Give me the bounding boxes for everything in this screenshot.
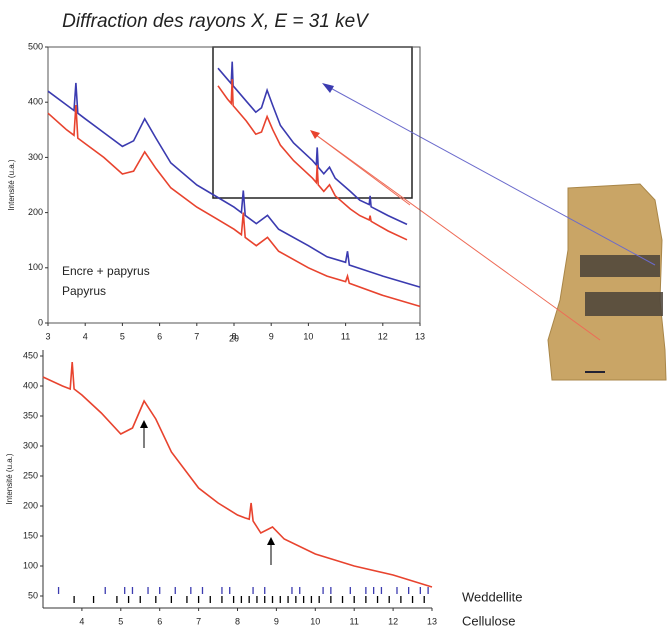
y-tick-label: 200 <box>23 500 38 510</box>
x-axis-label: 2θ <box>229 333 239 343</box>
x-tick-label: 9 <box>269 331 274 341</box>
x-tick-label: 6 <box>157 331 162 341</box>
x-tick-label: 4 <box>83 331 88 341</box>
y-tick-label: 50 <box>28 590 38 600</box>
x-tick-label: 4 <box>79 616 84 626</box>
legend-label: Papyrus <box>62 284 106 298</box>
arrow-head <box>267 537 275 545</box>
y-tick-label: 300 <box>23 440 38 450</box>
x-tick-label: 13 <box>415 331 425 341</box>
x-tick-label: 8 <box>231 331 236 341</box>
y-tick-label: 400 <box>28 97 43 107</box>
x-tick-label: 10 <box>310 616 320 626</box>
y-tick-label: 350 <box>23 410 38 420</box>
x-tick-label: 6 <box>157 616 162 626</box>
x-tick-label: 9 <box>274 616 279 626</box>
y-tick-label: 450 <box>23 350 38 360</box>
x-tick-label: 3 <box>45 331 50 341</box>
x-tick-label: 5 <box>118 616 123 626</box>
x-tick-label: 11 <box>350 616 359 626</box>
series-line <box>47 104 421 308</box>
x-tick-label: 7 <box>194 331 199 341</box>
inset-frame <box>212 46 413 199</box>
y-tick-label: 500 <box>28 41 43 51</box>
reference-label: Weddellite <box>462 589 522 604</box>
x-tick-label: 10 <box>303 331 313 341</box>
x-tick-label: 12 <box>388 616 398 626</box>
x-tick-label: 11 <box>341 331 350 341</box>
y-tick-label: 300 <box>28 152 43 162</box>
papyrus-image <box>547 183 667 381</box>
arrow-head <box>140 420 148 428</box>
y-tick-label: 100 <box>23 560 38 570</box>
y-tick-label: 250 <box>23 470 38 480</box>
inset-line <box>217 61 408 226</box>
pointer-arrow <box>311 131 411 206</box>
pointer-arrow <box>311 131 601 341</box>
y-tick-label: 0 <box>38 317 43 327</box>
x-tick-label: 7 <box>196 616 201 626</box>
legend-label: Encre + papyrus <box>62 264 150 278</box>
series-line <box>42 361 433 588</box>
x-tick-label: 13 <box>427 616 437 626</box>
arrow-head <box>310 130 320 139</box>
y-tick-label: 100 <box>28 262 43 272</box>
figure-title: Diffraction des rayons X, E = 31 keV <box>62 11 370 32</box>
reference-label: Cellulose <box>462 613 515 628</box>
y-tick-label: 150 <box>23 530 38 540</box>
x-tick-label: 12 <box>378 331 388 341</box>
y-axis-label: Intensité (u.a.) <box>7 159 16 210</box>
y-tick-label: 200 <box>28 207 43 217</box>
y-axis-label: Intensité (u.a.) <box>5 453 14 504</box>
inset-line <box>217 79 408 241</box>
plot-frame <box>47 46 421 324</box>
x-tick-label: 5 <box>120 331 125 341</box>
series-line <box>47 82 421 288</box>
arrow-head <box>322 83 334 93</box>
x-tick-label: 8 <box>235 616 240 626</box>
pointer-arrow <box>324 84 656 266</box>
y-tick-label: 400 <box>23 380 38 390</box>
